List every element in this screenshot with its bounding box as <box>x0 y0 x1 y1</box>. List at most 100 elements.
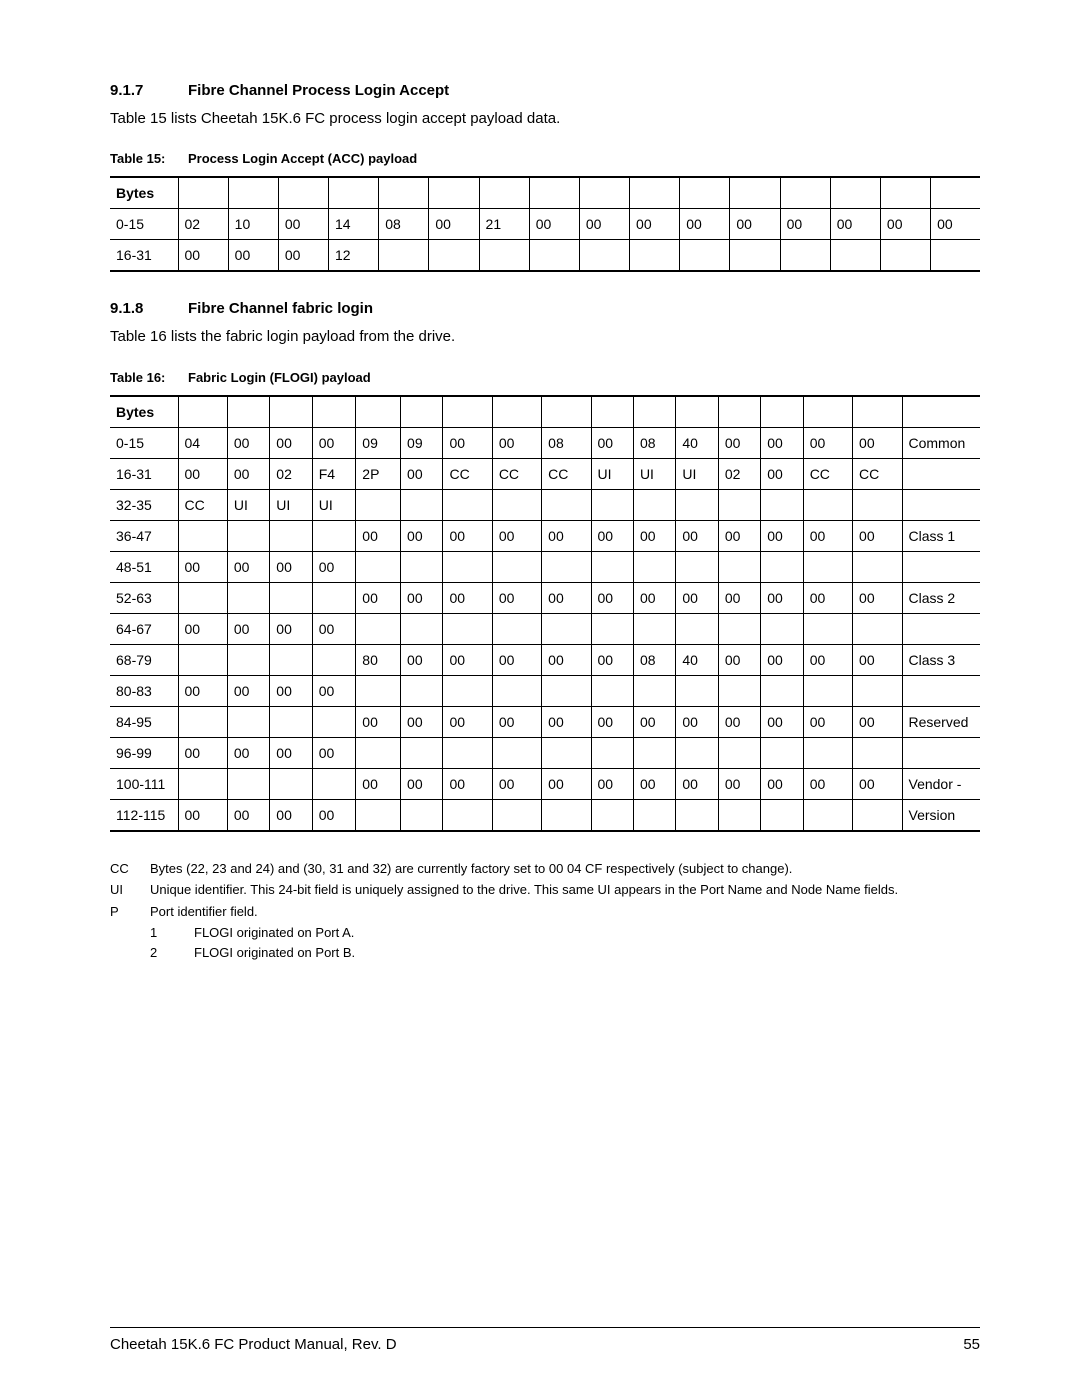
section-heading-917: 9.1.7Fibre Channel Process Login Accept <box>110 82 980 99</box>
table-cell <box>761 551 803 582</box>
table-cell: 00 <box>718 768 760 799</box>
table-row-label: 64-67 <box>110 613 178 644</box>
table-cell: 00 <box>492 706 541 737</box>
table-trail-cell: Version <box>902 799 980 831</box>
table-cell: 00 <box>401 582 443 613</box>
table-cell: 00 <box>591 768 633 799</box>
table-row-label: 16-31 <box>110 458 178 489</box>
table-cell <box>633 551 675 582</box>
table-cell <box>312 644 356 675</box>
table-cell <box>178 644 227 675</box>
table-trail-cell: Class 1 <box>902 520 980 551</box>
table-cell: 00 <box>492 768 541 799</box>
table-cell <box>443 737 492 768</box>
table-cell: UI <box>312 489 356 520</box>
table-row-label: 80-83 <box>110 675 178 706</box>
table-cell: 00 <box>830 209 880 240</box>
table-cell <box>542 613 591 644</box>
table-cell: 00 <box>312 613 356 644</box>
table-cell: 00 <box>228 240 278 272</box>
table-trail-cell: Common <box>902 427 980 458</box>
table-cell: 00 <box>227 427 269 458</box>
note-p1-val: FLOGI originated on Port A. <box>194 924 354 942</box>
table-header-cell <box>329 177 379 209</box>
table-cell: 02 <box>270 458 312 489</box>
table-cell: 00 <box>270 551 312 582</box>
table-cell <box>591 737 633 768</box>
table-cell <box>270 644 312 675</box>
table-cell: 00 <box>278 209 328 240</box>
table-row-label: 100-111 <box>110 768 178 799</box>
table-cell: 00 <box>429 209 479 240</box>
table-cell <box>270 582 312 613</box>
table-cell: 00 <box>401 644 443 675</box>
table-cell: 00 <box>853 768 902 799</box>
table-cell <box>178 582 227 613</box>
table-cell: 00 <box>780 209 830 240</box>
table-cell <box>579 240 629 272</box>
table-cell <box>676 737 718 768</box>
table-row-label: 84-95 <box>110 706 178 737</box>
note-p: P Port identifier field. <box>110 903 980 921</box>
table-cell: 00 <box>633 706 675 737</box>
table16-caption-text: Fabric Login (FLOGI) payload <box>188 370 371 385</box>
table-row-label: 68-79 <box>110 644 178 675</box>
table-cell: 00 <box>270 737 312 768</box>
section-title: Fibre Channel fabric login <box>188 300 373 317</box>
table-cell <box>542 799 591 831</box>
table-cell <box>356 613 401 644</box>
table-header-cell <box>379 177 429 209</box>
table-cell <box>633 737 675 768</box>
table-cell <box>492 551 541 582</box>
table-header-cell <box>443 396 492 428</box>
table-cell: 00 <box>853 706 902 737</box>
table-cell: 00 <box>803 644 852 675</box>
table-cell: 40 <box>676 644 718 675</box>
table-cell <box>492 675 541 706</box>
table-cell: 00 <box>492 427 541 458</box>
section-number: 9.1.7 <box>110 82 188 99</box>
table-cell <box>312 520 356 551</box>
table-cell: 00 <box>356 768 401 799</box>
table-cell <box>780 240 830 272</box>
table-cell <box>591 613 633 644</box>
table-header-cell <box>401 396 443 428</box>
table-cell <box>312 768 356 799</box>
table-cell <box>853 489 902 520</box>
table-cell <box>443 675 492 706</box>
table-cell: 00 <box>356 520 401 551</box>
table-cell: 00 <box>853 644 902 675</box>
table-cell: 80 <box>356 644 401 675</box>
table16-caption-pre: Table 16: <box>110 370 188 385</box>
table-cell: UI <box>633 458 675 489</box>
table-cell <box>633 613 675 644</box>
table-cell: 14 <box>329 209 379 240</box>
page-footer: Cheetah 15K.6 FC Product Manual, Rev. D … <box>110 1327 980 1353</box>
table-trail-cell <box>902 613 980 644</box>
table-cell: 00 <box>761 768 803 799</box>
table-cell: CC <box>443 458 492 489</box>
table-cell: 00 <box>803 582 852 613</box>
table-trail-cell <box>902 458 980 489</box>
table-cell: 02 <box>718 458 760 489</box>
table-cell <box>633 799 675 831</box>
note-p-subs: 1 FLOGI originated on Port A. 2 FLOGI or… <box>110 924 980 961</box>
table-row-label: 96-99 <box>110 737 178 768</box>
table-cell <box>401 737 443 768</box>
table-cell <box>853 675 902 706</box>
table-cell: 00 <box>529 209 579 240</box>
table-cell <box>803 737 852 768</box>
table-cell <box>270 706 312 737</box>
table-cell: 00 <box>718 520 760 551</box>
table-cell <box>401 613 443 644</box>
table-cell <box>853 799 902 831</box>
note-cc-key: CC <box>110 860 150 878</box>
table-cell <box>803 799 852 831</box>
table-cell: 00 <box>591 644 633 675</box>
table-cell: 00 <box>178 458 227 489</box>
table-row-label: 32-35 <box>110 489 178 520</box>
table-trail-cell: Class 2 <box>902 582 980 613</box>
table-cell <box>853 551 902 582</box>
table-cell <box>676 613 718 644</box>
table-cell <box>401 799 443 831</box>
